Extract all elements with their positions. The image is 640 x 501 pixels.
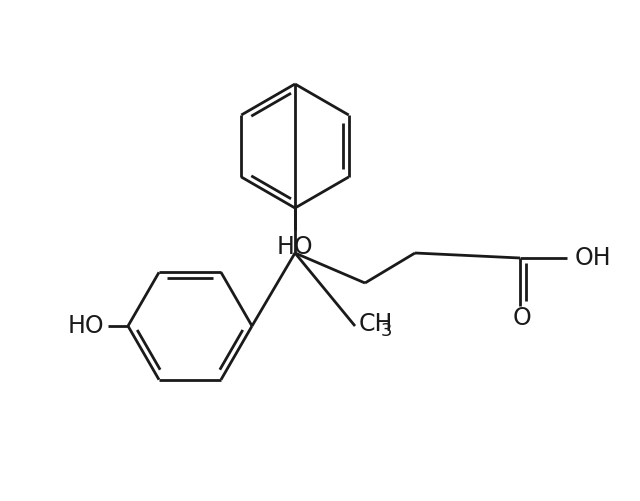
Text: O: O — [513, 306, 531, 330]
Text: OH: OH — [575, 246, 612, 270]
Text: HO: HO — [276, 235, 314, 259]
Text: CH: CH — [359, 312, 394, 336]
Text: 3: 3 — [381, 322, 392, 340]
Text: HO: HO — [67, 314, 104, 338]
